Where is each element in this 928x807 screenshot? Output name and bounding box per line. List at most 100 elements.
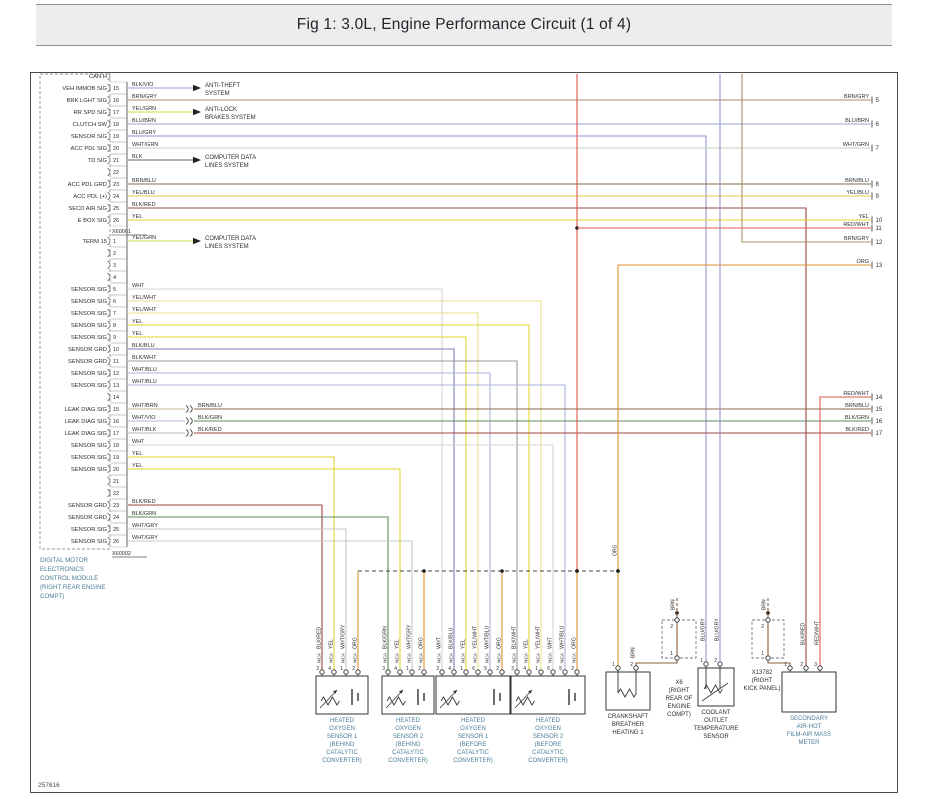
pin-signal: LEAK DIAG SIG <box>65 419 108 425</box>
pin-number: 21 <box>113 158 119 164</box>
x6-connector-caption-line: X6 <box>675 680 683 686</box>
exit-number: 12 <box>876 240 883 246</box>
component-caption-line: HEATED <box>330 718 355 724</box>
pin-terminal <box>765 617 771 623</box>
exit-number: 5 <box>876 98 880 104</box>
component-caption-line: SENSOR 2 <box>393 734 424 740</box>
wire-color-label: BLK <box>132 154 143 160</box>
pin-bracket <box>107 248 111 258</box>
component-pin-number: 4 <box>394 666 397 672</box>
component-caption-line: HEATED <box>461 718 486 724</box>
component-wire-label: ORG <box>419 637 425 649</box>
nca-label: NCA <box>407 652 413 663</box>
component-caption-line: SENSOR 1 <box>458 734 489 740</box>
exit-number: 10 <box>876 218 883 224</box>
pin-signal: SENSOR SIG <box>71 299 108 305</box>
pin-signal: TERM 15 <box>83 239 107 245</box>
module-caption-line: ELECTRONICS <box>40 566 84 573</box>
exit-number: 16 <box>876 419 883 425</box>
component-caption-line: FILM-AIR MASS <box>787 732 831 738</box>
component-pin-number: 2 <box>571 666 574 672</box>
component-caption-line: CRANKSHAFT <box>608 714 649 720</box>
component-caption-line: SENSOR <box>703 734 729 740</box>
wire <box>128 516 389 670</box>
wire-color-label: WHT/BLU <box>132 379 157 385</box>
pin-terminal <box>331 669 337 675</box>
component-wire-label: YEL <box>395 639 401 649</box>
wire-color-label: BLK/GRN <box>198 415 222 421</box>
wire-color-label: BLU/GRY <box>132 130 156 136</box>
component-caption-line: CATALYTIC <box>457 750 489 756</box>
heater-symbol <box>515 696 535 706</box>
wire-color-label: BRN <box>762 599 768 610</box>
pin-terminal <box>499 669 505 675</box>
pin-terminal <box>787 665 793 671</box>
arrowhead <box>193 156 201 164</box>
thermistor-arrow <box>701 682 729 702</box>
component-caption-line: SENSOR 2 <box>533 734 564 740</box>
component-caption-line: CONVERTER) <box>453 758 493 764</box>
pin-signal: LEAK DIAG SIG <box>65 407 108 413</box>
component-wire-label: BLU/GRY <box>715 618 721 641</box>
x13782-connector-caption-line: (RIGHT <box>752 678 773 684</box>
pin-number: 17 <box>113 110 119 116</box>
pin-terminal <box>633 665 639 671</box>
pin-number: 16 <box>113 98 119 104</box>
component-caption-line: HEATED <box>536 718 561 724</box>
pin-terminal <box>514 669 520 675</box>
component-caption-line: OXYGEN <box>535 726 561 732</box>
component-wire-label: WHT/BLU <box>485 625 491 649</box>
exit-number: 17 <box>876 431 883 437</box>
pin-number: 16 <box>113 419 119 425</box>
component-pin-number: 3 <box>316 666 319 672</box>
heater-symbol <box>617 688 637 698</box>
wire-color-label: YEL <box>132 463 142 469</box>
pin-signal: TD SIG <box>88 158 108 164</box>
component-caption-line: AIR-HOT <box>797 724 822 730</box>
wire <box>128 528 347 670</box>
component-wire-label: WHT <box>437 636 443 649</box>
wire-color-label: YEL <box>132 214 142 220</box>
module-caption-line: DIGITAL MOTOR <box>40 557 89 564</box>
nca-label: NCA <box>461 652 467 663</box>
pin-terminal <box>475 669 481 675</box>
wire <box>128 312 479 670</box>
component-wire-label: RED/WHT <box>815 620 821 645</box>
pin-terminal <box>765 655 771 661</box>
nca-label: NCA <box>524 652 530 663</box>
component-pin-number: 2 <box>418 666 421 672</box>
component-wire-label: YEL/WHT <box>536 625 542 649</box>
wire <box>128 468 401 670</box>
component-caption-line: OXYGEN <box>329 726 355 732</box>
figure-number: 257616 <box>38 782 60 789</box>
wire-color-label: BRN <box>631 647 637 658</box>
wire-color-label: BRN <box>671 599 677 610</box>
component-caption-line: (BEHIND <box>330 742 355 748</box>
pin-number: 20 <box>113 146 119 152</box>
heater-arrow <box>439 689 458 709</box>
heater-symbol <box>440 696 460 706</box>
component-pin-number: 4 <box>448 666 451 672</box>
pin-number: 11 <box>113 359 119 365</box>
pin-terminal <box>803 665 809 671</box>
arrowhead <box>193 84 201 92</box>
nca-label: NCA <box>497 652 503 663</box>
component-pin-number: 5 <box>484 666 487 672</box>
pin-number: 13 <box>113 383 119 389</box>
pin-signal: BRK LGHT SIG <box>67 98 108 104</box>
system-annotation: SYSTEM <box>205 91 230 97</box>
component-caption-line: OXYGEN <box>460 726 486 732</box>
pin-terminal <box>703 661 709 667</box>
pin-number: 12 <box>113 371 119 377</box>
figure-title: Fig 1: 3.0L, Engine Performance Circuit … <box>296 16 632 33</box>
pin-signal: ACC PDL SIG <box>70 146 107 152</box>
arrowhead <box>193 237 201 245</box>
exit-number: 6 <box>876 122 880 128</box>
component-caption-line: CATALYTIC <box>392 750 424 756</box>
component-caption-line: HEATING 1 <box>612 730 644 736</box>
pin-terminal <box>717 661 723 667</box>
exit-14-wire <box>819 396 871 666</box>
x6-connector-caption-line: COMPT) <box>667 712 691 718</box>
wire-color-label: WHT/BLK <box>132 427 157 433</box>
